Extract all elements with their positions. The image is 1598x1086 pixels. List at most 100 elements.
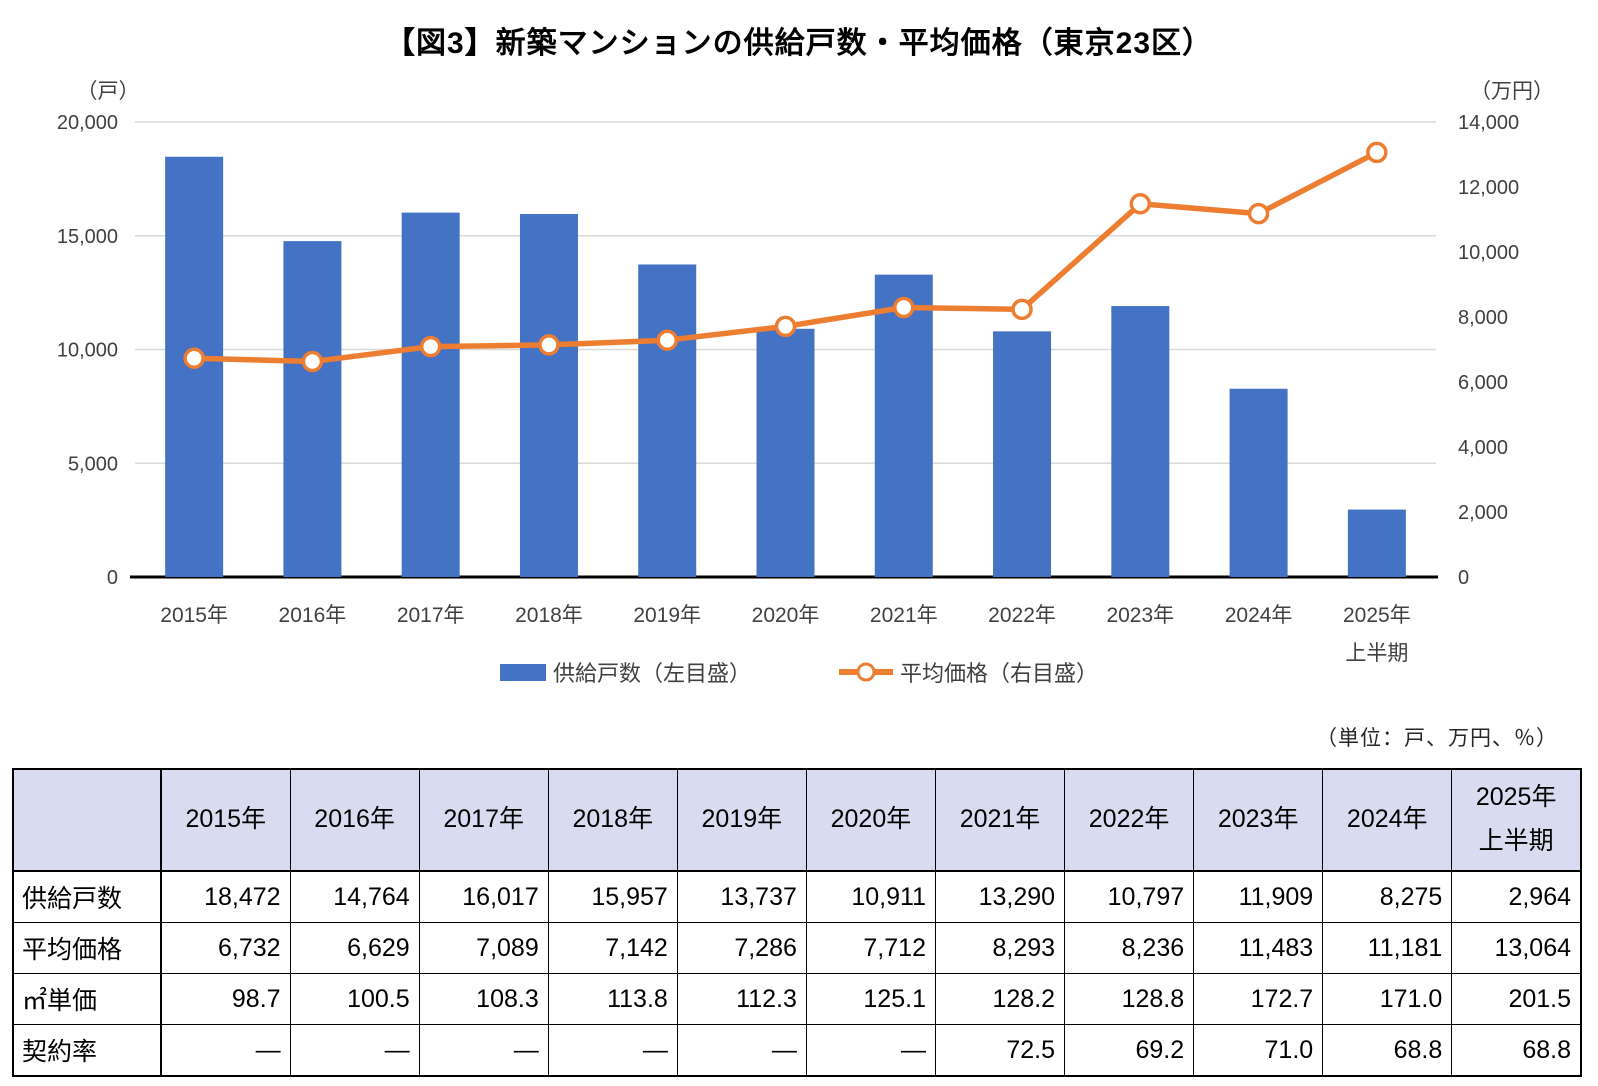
table-cell: ―: [418, 1024, 549, 1077]
x-axis-tick-label: 2025年上半期: [1343, 604, 1411, 665]
table-cell: 7,142: [547, 922, 678, 974]
table-cell: 68.8: [1451, 1024, 1582, 1077]
y-axis-right-tick-label: 12,000: [1458, 177, 1519, 199]
table-cell: 13,290: [934, 870, 1066, 923]
line-series-swatch: [839, 662, 893, 682]
table-row-label: 供給戸数: [12, 870, 162, 923]
price-marker: [774, 315, 797, 338]
x-axis-tick-label: 2021年: [870, 604, 938, 627]
legend-item-supply: 供給戸数（左目盛）: [499, 656, 751, 688]
supply-bar: [519, 213, 578, 577]
price-marker: [893, 296, 915, 319]
y-axis-right-tick-label: 8,000: [1458, 307, 1508, 329]
table-cell: 6,732: [160, 922, 291, 974]
table-year-header: 2017年: [418, 768, 549, 872]
price-marker: [1011, 298, 1033, 321]
combo-chart: 0 5,000 10,000 15,000 20,000 0 2,000 4,000 6,000…: [57, 80, 1554, 665]
table-head: 2015年 2016年 2017年 2018年 2019年 2020年 2021年 2022年…: [12, 768, 1582, 872]
table-corner-cell: [12, 768, 162, 872]
table-cell: 108.3: [418, 973, 549, 1025]
table-row-label: 平均価格: [12, 922, 162, 974]
left-axis-unit-label: （戸）: [77, 80, 140, 103]
table-cell: 11,483: [1193, 922, 1324, 974]
table-cell: 6,629: [289, 922, 420, 974]
table-year-header: 2015年: [160, 768, 291, 872]
table-cell: 171.0: [1322, 973, 1453, 1025]
table-cell: 18,472: [160, 870, 291, 923]
supply-bar: [1111, 306, 1170, 577]
table-cell: 113.8: [547, 973, 678, 1025]
price-marker: [656, 329, 678, 351]
table-row: ㎡単価 98.7 100.5 108.3 113.8 112.3 125.1 128.2 128…: [12, 973, 1582, 1025]
table-cell: 69.2: [1064, 1024, 1195, 1077]
x-axis-tick-label: 2016年: [279, 604, 347, 627]
table-cell: 128.8: [1064, 973, 1195, 1025]
table-cell: 16,017: [418, 870, 549, 923]
table-row-label: ㎡単価: [12, 973, 162, 1025]
table-cell: 8,293: [934, 922, 1066, 974]
price-marker: [1129, 193, 1152, 215]
table-year-header: 2022年: [1064, 768, 1195, 872]
table-cell: 13,737: [676, 870, 807, 923]
table-cell: 10,797: [1064, 870, 1195, 923]
table-cell: 11,909: [1193, 870, 1324, 923]
table-cell: 8,236: [1064, 922, 1195, 974]
x-axis-tick-label: 2017年: [397, 604, 465, 627]
table-cell: 8,275: [1322, 870, 1453, 923]
table-cell: ―: [160, 1024, 291, 1077]
price-marker: [1366, 141, 1388, 164]
chart-title: 【図3】新築マンションの供給戸数・平均価格（東京23区）: [384, 27, 1214, 60]
data-table: 2015年 2016年 2017年 2018年 2019年 2020年 2021年 2022年…: [12, 768, 1582, 1077]
x-axis-tick-label: 2018年: [515, 604, 583, 627]
table-cell: 100.5: [289, 973, 420, 1025]
table-cell: 7,089: [418, 922, 549, 974]
table-cell: 172.7: [1193, 973, 1324, 1025]
table-row: 契約率 ― ― ― ― ― ― 72.5 69.2 71.0 68.8 68.8: [12, 1024, 1582, 1077]
price-marker: [419, 335, 442, 358]
table-cell: 128.2: [934, 973, 1066, 1025]
supply-bar: [1229, 388, 1288, 577]
table-cell: 68.8: [1322, 1024, 1453, 1077]
right-axis-unit-label: （万円）: [1470, 80, 1554, 103]
line-swatch-marker: [856, 662, 876, 682]
chart-legend: 供給戸数（左目盛） 平均価格（右目盛）: [0, 656, 1598, 688]
legend-label-supply: 供給戸数（左目盛）: [552, 661, 751, 686]
y-axis-right-tick-label: 6,000: [1458, 372, 1508, 394]
supply-bar: [1347, 509, 1406, 577]
price-marker: [538, 334, 560, 356]
table-cell: 72.5: [934, 1024, 1066, 1077]
x-axis-tick-label: 2022年: [988, 604, 1056, 627]
y-axis-right-tick-label: 2,000: [1458, 502, 1508, 524]
table-cell: 7,712: [805, 922, 936, 974]
x-axis-tick-label: 2023年: [1106, 604, 1174, 627]
x-axis-tick-label: 2019年: [633, 604, 701, 627]
table-body: 供給戸数 18,472 14,764 16,017 15,957 13,737 10,911…: [12, 870, 1582, 1077]
supply-bar: [638, 264, 697, 577]
table-cell: ―: [289, 1024, 420, 1077]
table-cell: 15,957: [547, 870, 678, 923]
unit-note: （単位：戸、万円、％）: [1316, 727, 1558, 750]
table-year-header: 2021年: [934, 768, 1066, 872]
table-row: 平均価格 6,732 6,629 7,089 7,142 7,286 7,712 8,293 8…: [12, 922, 1582, 974]
y-axis-left-tick-label: 0: [107, 567, 118, 589]
table-cell: 13,064: [1451, 922, 1582, 974]
table-year-header: 2016年: [289, 768, 420, 872]
legend-label-price: 平均価格（右目盛）: [900, 661, 1099, 686]
table-cell: 10,911: [805, 870, 936, 923]
table-cell: 71.0: [1193, 1024, 1324, 1077]
y-axis-left-tick-label: 20,000: [57, 112, 118, 134]
x-axis-tick-label: 2020年: [752, 604, 820, 627]
y-axis-right-tick-label: 4,000: [1458, 437, 1508, 459]
y-axis-right-tick-label: 14,000: [1458, 112, 1519, 134]
y-axis-left-tick-label: 5,000: [68, 453, 118, 475]
price-marker: [301, 350, 324, 373]
supply-bar: [283, 241, 342, 577]
table-cell: 2,964: [1451, 870, 1582, 923]
x-axis-tick-label: 2024年: [1225, 604, 1293, 627]
table-cell: 98.7: [160, 973, 291, 1025]
legend-item-price: 平均価格（右目盛）: [839, 656, 1098, 688]
table-year-header: 2020年: [805, 768, 936, 872]
table-cell: ―: [676, 1024, 807, 1077]
table-year-header: 2023年: [1193, 768, 1324, 872]
